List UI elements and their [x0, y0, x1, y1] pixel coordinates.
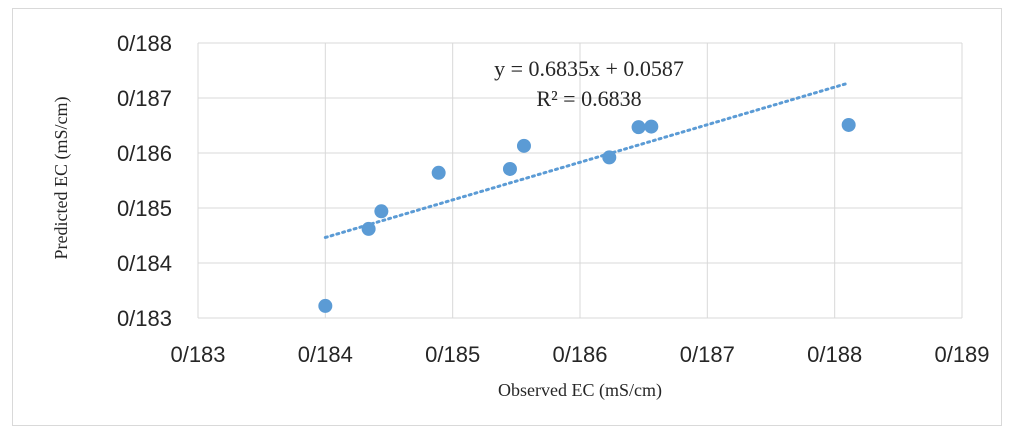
data-point [516, 138, 531, 153]
x-tick-label: 0/187 [680, 342, 735, 367]
data-point [644, 119, 659, 134]
x-tick-label: 0/184 [298, 342, 353, 367]
data-point [374, 204, 389, 219]
data-point [602, 150, 617, 165]
y-tick-labels: 0/183 0/184 0/185 0/186 0/187 0/188 [117, 31, 172, 331]
y-tick-label: 0/183 [117, 306, 172, 331]
trendline-equation: y = 0.6835x + 0.0587 [494, 56, 684, 81]
data-point [502, 161, 517, 176]
x-tick-label: 0/183 [170, 342, 225, 367]
y-tick-label: 0/185 [117, 196, 172, 221]
data-point [361, 221, 376, 236]
grid-lines [197, 42, 963, 319]
y-tick-label: 0/187 [117, 86, 172, 111]
chart-frame [12, 8, 1002, 426]
trendline [323, 81, 849, 239]
y-tick-label: 0/186 [117, 141, 172, 166]
x-axis-title: Observed EC (mS/cm) [498, 380, 662, 401]
y-axis-title: Predicted EC (mS/cm) [51, 97, 72, 260]
x-tick-label: 0/188 [807, 342, 862, 367]
trendline-group [323, 81, 849, 239]
data-point [431, 165, 446, 180]
x-tick-label: 0/189 [934, 342, 989, 367]
data-point [841, 117, 856, 132]
x-tick-label: 0/186 [552, 342, 607, 367]
x-tick-labels: 0/183 0/184 0/185 0/186 0/187 0/188 0/189 [170, 342, 989, 367]
y-tick-label: 0/184 [117, 251, 172, 276]
data-points [318, 117, 856, 313]
y-tick-label: 0/188 [117, 31, 172, 56]
data-point [631, 120, 646, 135]
data-point [318, 298, 333, 313]
trendline-r-squared: R² = 0.6838 [536, 86, 641, 111]
x-tick-label: 0/185 [425, 342, 480, 367]
